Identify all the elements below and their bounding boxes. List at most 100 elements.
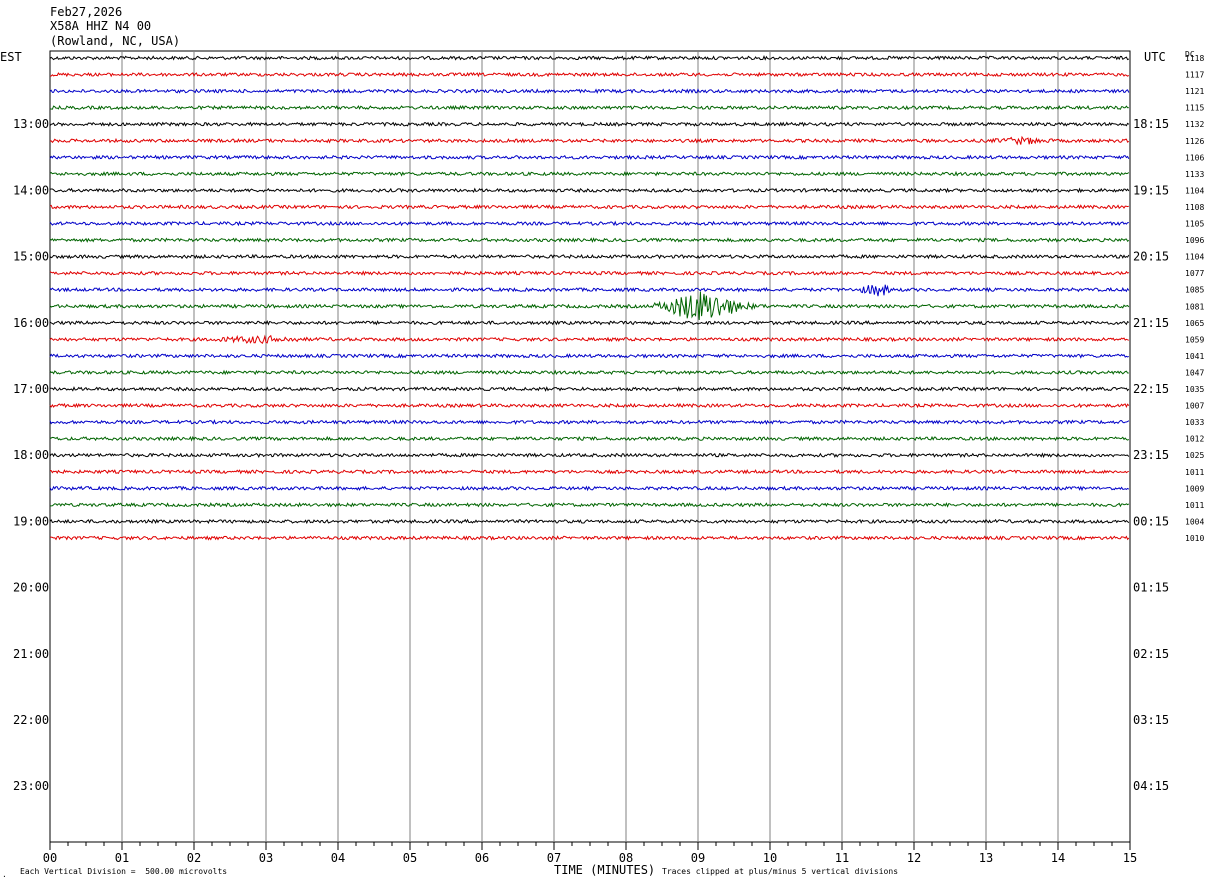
seismic-trace — [49, 320, 1130, 326]
dc-offset-label: 1035 — [1185, 385, 1204, 394]
dc-offset-label: 1096 — [1185, 236, 1204, 245]
x-tick-label: 12 — [907, 851, 921, 865]
dc-header-label: DC — [1185, 50, 1195, 59]
x-tick-label: 05 — [403, 851, 417, 865]
x-tick-label: 02 — [187, 851, 201, 865]
location-label: (Rowland, NC, USA) — [50, 34, 181, 48]
x-tick-label: 13 — [979, 851, 993, 865]
x-tick-label: 04 — [331, 851, 345, 865]
seismic-trace — [49, 88, 1130, 95]
dc-offset-label: 1009 — [1185, 484, 1204, 493]
x-tick-label: 00 — [43, 851, 57, 865]
utc-hour-label: 01:15 — [1133, 581, 1169, 595]
seismic-trace — [49, 369, 1129, 376]
x-tick-label: 03 — [259, 851, 273, 865]
seismic-trace — [49, 485, 1130, 492]
utc-hour-label: 19:15 — [1133, 183, 1169, 197]
clip-note: Traces clipped at plus/minus 5 vertical … — [662, 867, 899, 876]
dc-offset-label: 1108 — [1185, 203, 1204, 212]
seismic-trace — [49, 291, 1130, 321]
corner-mark: . — [2, 870, 7, 879]
dc-offset-label: 1118 — [1185, 54, 1204, 63]
right-zone-label: UTC — [1144, 50, 1166, 64]
x-tick-label: 01 — [115, 851, 129, 865]
seismic-trace — [49, 71, 1130, 78]
utc-hour-label: 21:15 — [1133, 316, 1169, 330]
dc-offset-label: 1011 — [1185, 468, 1204, 477]
seismic-trace — [50, 535, 1130, 541]
dc-offset-label: 1004 — [1185, 517, 1204, 526]
dc-offset-label: 1126 — [1185, 137, 1204, 146]
x-tick-label: 08 — [619, 851, 633, 865]
dc-offset-label: 1132 — [1185, 120, 1204, 129]
station-label: X58A HHZ N4 00 — [50, 19, 152, 33]
seismic-trace — [49, 204, 1129, 210]
left-zone-label: EST — [0, 50, 22, 64]
seismic-trace — [49, 237, 1130, 243]
seismic-trace — [49, 220, 1129, 227]
dc-offset-label: 1007 — [1185, 402, 1204, 411]
x-axis-title: TIME (MINUTES) — [554, 863, 656, 877]
dc-offset-label: 1047 — [1185, 368, 1204, 377]
est-hour-label: 17:00 — [13, 382, 49, 396]
x-tick-label: 10 — [763, 851, 777, 865]
seismic-trace — [49, 121, 1130, 128]
utc-hour-label: 04:15 — [1133, 779, 1169, 793]
utc-hour-label: 02:15 — [1133, 647, 1169, 661]
utc-hour-label: 22:15 — [1133, 382, 1169, 396]
plot-frame — [49, 50, 1131, 843]
seismic-trace — [49, 187, 1130, 194]
x-tick-label: 09 — [691, 851, 705, 865]
dc-offset-label: 1081 — [1185, 302, 1204, 311]
date-label: Feb27,2026 — [50, 5, 123, 19]
seismic-trace — [49, 284, 1130, 297]
dc-offset-label: 1011 — [1185, 501, 1204, 510]
seismic-trace — [49, 402, 1130, 409]
seismic-trace — [49, 253, 1130, 260]
seismic-trace — [49, 334, 1129, 344]
est-hour-label: 16:00 — [13, 316, 49, 330]
dc-offset-label: 1106 — [1185, 153, 1204, 162]
utc-hour-label: 18:15 — [1133, 117, 1169, 131]
seismic-trace — [49, 502, 1130, 508]
x-tick-label: 06 — [475, 851, 489, 865]
scale-note: Each Vertical Division = 500.00 microvol… — [20, 867, 228, 876]
est-hour-label: 23:00 — [13, 779, 49, 793]
seismic-trace — [49, 55, 1130, 61]
seismic-trace — [49, 353, 1129, 359]
seismic-trace — [49, 468, 1129, 475]
dc-offset-label: 1041 — [1185, 352, 1204, 361]
dc-offset-label: 1133 — [1185, 170, 1204, 179]
utc-hour-label: 03:15 — [1133, 713, 1169, 727]
dc-offset-label: 1117 — [1185, 71, 1204, 80]
est-hour-label: 22:00 — [13, 713, 49, 727]
seismic-trace — [49, 435, 1130, 442]
seismic-trace — [49, 170, 1130, 177]
dc-offset-label: 1059 — [1185, 335, 1204, 344]
utc-hour-label: 20:15 — [1133, 250, 1169, 264]
x-tick-label: 07 — [547, 851, 561, 865]
seismic-trace — [50, 386, 1130, 392]
dc-offset-label: 1065 — [1185, 319, 1204, 328]
dc-offset-label: 1085 — [1185, 286, 1204, 295]
dc-offset-label: 1010 — [1185, 534, 1204, 543]
seismic-trace — [49, 419, 1130, 425]
dc-offset-label: 1025 — [1185, 451, 1204, 460]
est-hour-label: 13:00 — [13, 117, 49, 131]
est-hour-label: 20:00 — [13, 581, 49, 595]
est-hour-label: 21:00 — [13, 647, 49, 661]
dc-offset-label: 1012 — [1185, 435, 1204, 444]
est-hour-label: 19:00 — [13, 514, 49, 528]
seismic-trace — [49, 104, 1129, 111]
est-hour-label: 14:00 — [13, 183, 49, 197]
utc-hour-label: 23:15 — [1133, 448, 1169, 462]
seismic-trace — [49, 452, 1130, 459]
dc-offset-label: 1115 — [1185, 104, 1204, 113]
dc-offset-label: 1077 — [1185, 269, 1204, 278]
est-hour-label: 15:00 — [13, 250, 49, 264]
dc-offset-label: 1121 — [1185, 87, 1204, 96]
dc-offset-label: 1033 — [1185, 418, 1204, 427]
utc-hour-label: 00:15 — [1133, 514, 1169, 528]
x-tick-label: 11 — [835, 851, 849, 865]
